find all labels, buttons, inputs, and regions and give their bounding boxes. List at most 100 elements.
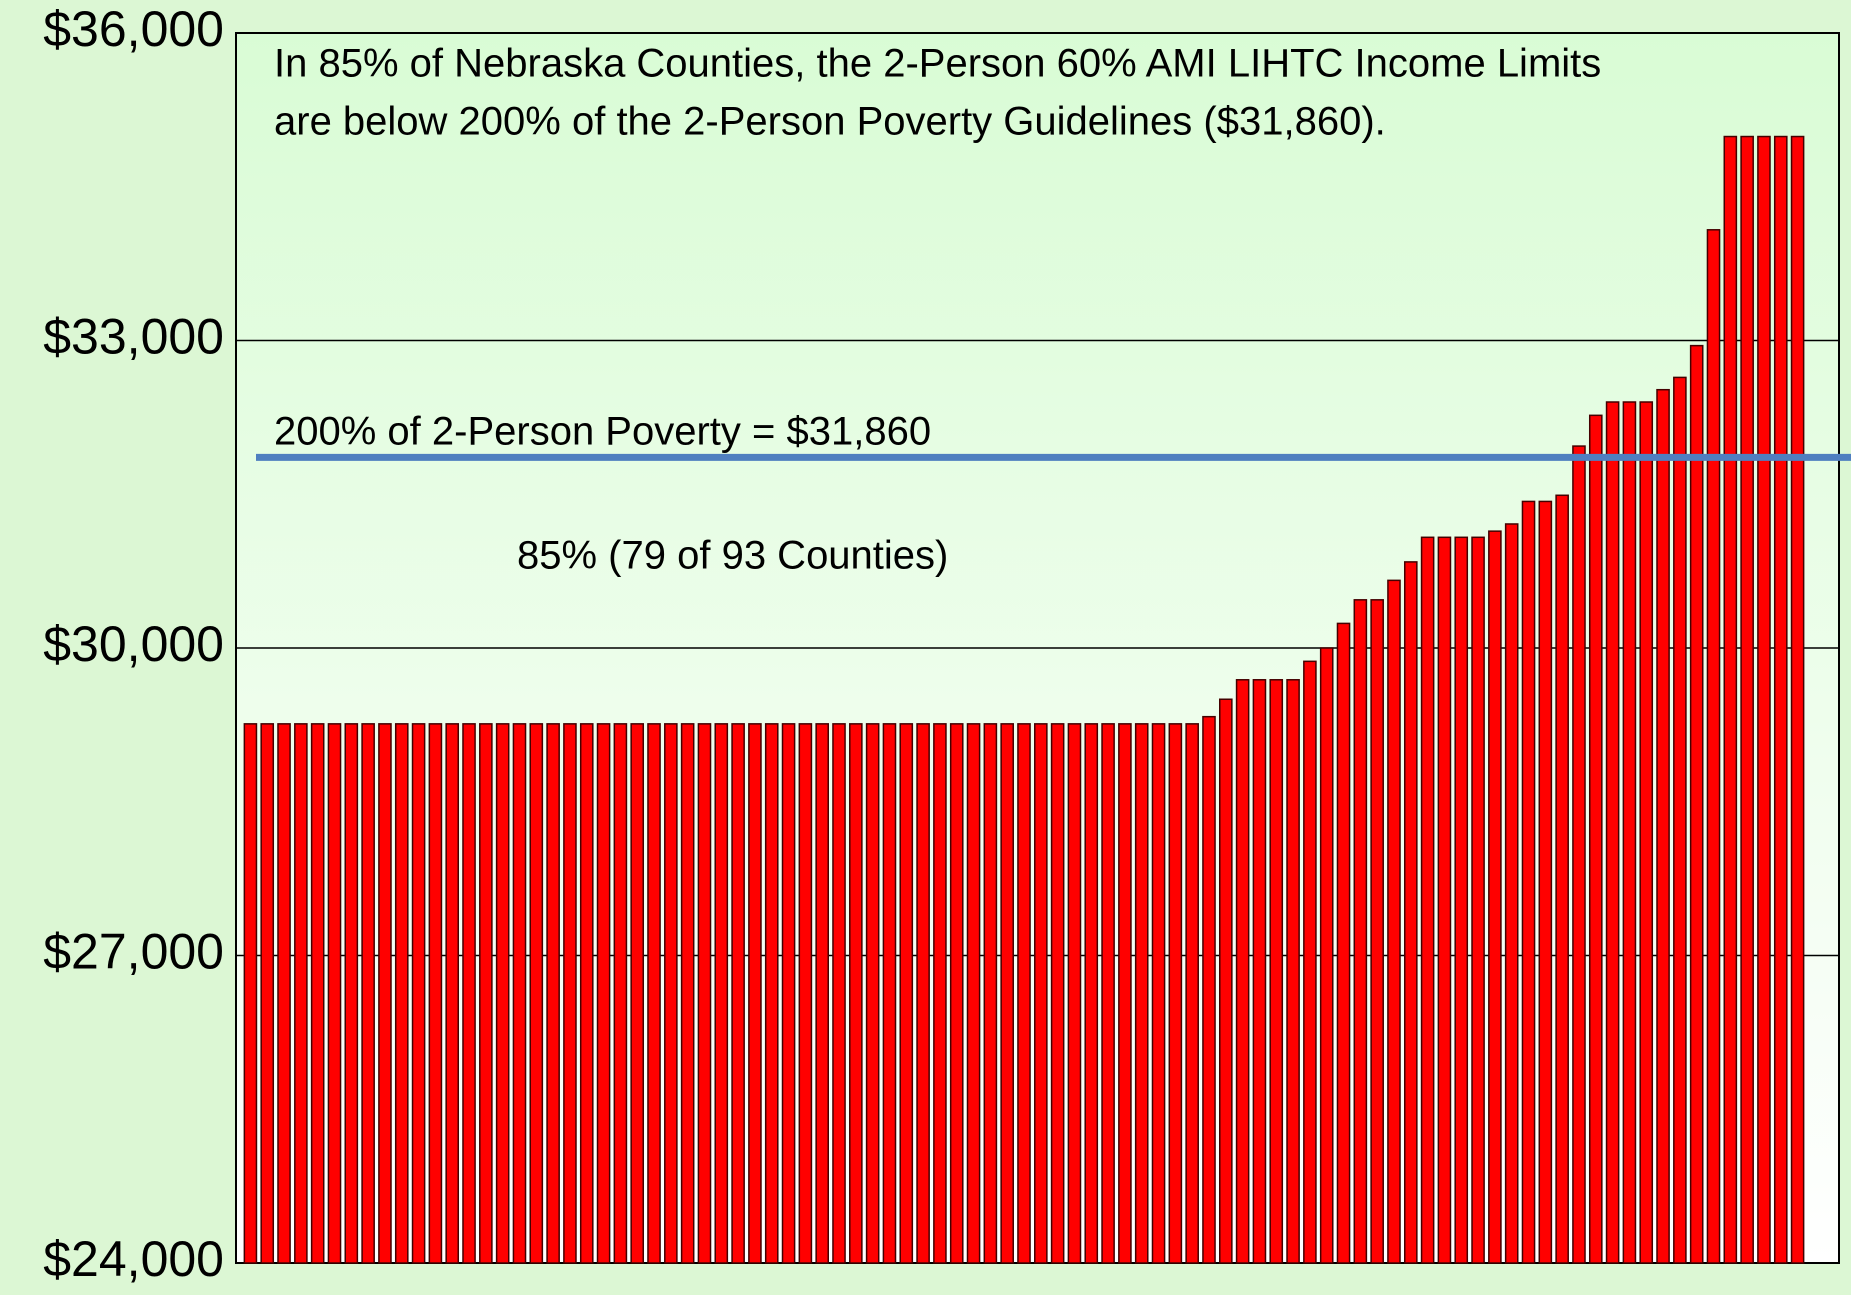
bar: [647, 723, 661, 1264]
y-tick-label: $33,000: [43, 309, 224, 365]
bar: [1471, 536, 1485, 1264]
bar: [1000, 723, 1014, 1264]
bar: [764, 723, 779, 1264]
bar: [1353, 599, 1368, 1264]
bar: [781, 723, 796, 1264]
bar: [1454, 536, 1469, 1264]
bar: [1084, 723, 1099, 1264]
bar: [277, 723, 291, 1264]
bar: [748, 723, 762, 1264]
bar: [1521, 500, 1536, 1264]
bar: [697, 723, 712, 1264]
bar: [596, 723, 611, 1264]
bar: [1235, 679, 1250, 1264]
bar: [1286, 679, 1300, 1264]
bar: [1723, 135, 1738, 1264]
bar: [916, 723, 930, 1264]
bar: [294, 723, 308, 1264]
bar: [361, 723, 375, 1264]
bar: [1185, 723, 1199, 1264]
bar: [579, 723, 594, 1264]
title-line: In 85% of Nebraska Counties, the 2-Perso…: [274, 42, 1601, 86]
bar: [1269, 679, 1284, 1264]
bar: [1017, 723, 1031, 1264]
bar: [1555, 494, 1569, 1264]
bar: [1219, 698, 1233, 1264]
bar: [1673, 376, 1687, 1264]
bar: [1622, 401, 1637, 1264]
bar: [1319, 647, 1334, 1264]
bar: [428, 723, 443, 1264]
bar: [613, 723, 628, 1264]
annotation: 85% (79 of 93 Counties): [517, 534, 948, 578]
bar: [865, 723, 880, 1264]
bar: [1370, 599, 1384, 1264]
bar: [1773, 135, 1788, 1264]
bar: [1488, 530, 1502, 1264]
bar: [1202, 715, 1216, 1264]
bar: [378, 723, 392, 1264]
title-line: are below 200% of the 2-Person Poverty G…: [274, 100, 1386, 144]
bar: [899, 723, 914, 1264]
bar: [1420, 536, 1435, 1264]
bar: [798, 723, 813, 1264]
y-tick-label: $24,000: [43, 1231, 224, 1287]
reference-label: 200% of 2-Person Poverty = $31,860: [274, 410, 931, 454]
bar: [394, 723, 409, 1264]
bar: [1605, 401, 1620, 1264]
bar: [1504, 523, 1519, 1264]
bar: [411, 723, 426, 1264]
bar: [1387, 579, 1401, 1264]
bar: [1538, 500, 1553, 1264]
bar: [832, 723, 846, 1264]
bar: [664, 723, 678, 1264]
bar: [680, 723, 695, 1264]
bar: [1706, 229, 1721, 1264]
bar: [512, 723, 527, 1264]
bar: [1656, 388, 1670, 1264]
bar: [1403, 561, 1418, 1264]
bar: [1336, 622, 1351, 1264]
bar: [1588, 414, 1603, 1264]
bar: [479, 723, 493, 1264]
y-tick-label: $30,000: [43, 616, 224, 672]
bar: [1740, 135, 1754, 1264]
bar: [1034, 723, 1048, 1264]
bar: [563, 723, 577, 1264]
bar: [462, 723, 476, 1264]
bar: [445, 723, 460, 1264]
bar: [1572, 445, 1586, 1264]
bar: [966, 723, 981, 1264]
bar: [1790, 135, 1805, 1264]
y-tick-label: $36,000: [43, 1, 224, 57]
bar: [310, 723, 325, 1264]
bar: [1303, 660, 1317, 1264]
bar: [1689, 344, 1704, 1264]
bar: [1101, 723, 1115, 1264]
bar: [529, 723, 544, 1264]
bar: [1050, 723, 1065, 1264]
bar: [1118, 723, 1132, 1264]
bar: [260, 723, 275, 1264]
bar: [1067, 723, 1082, 1264]
bar: [1168, 723, 1183, 1264]
bar: [243, 723, 258, 1264]
bar: [714, 723, 729, 1264]
bar: [1639, 401, 1654, 1264]
bar: [344, 723, 359, 1264]
bar: [815, 723, 829, 1264]
bar: [983, 723, 998, 1264]
bar: [882, 723, 897, 1264]
bar: [933, 723, 947, 1264]
bar: [1134, 723, 1149, 1264]
bar: [1151, 723, 1166, 1264]
bar: [546, 723, 560, 1264]
bar: [849, 723, 863, 1264]
y-tick-label: $27,000: [43, 924, 224, 980]
bar: [1252, 679, 1267, 1264]
bar: [949, 723, 964, 1264]
bar: [1437, 536, 1452, 1264]
bar: [731, 723, 745, 1264]
bar: [495, 723, 510, 1264]
